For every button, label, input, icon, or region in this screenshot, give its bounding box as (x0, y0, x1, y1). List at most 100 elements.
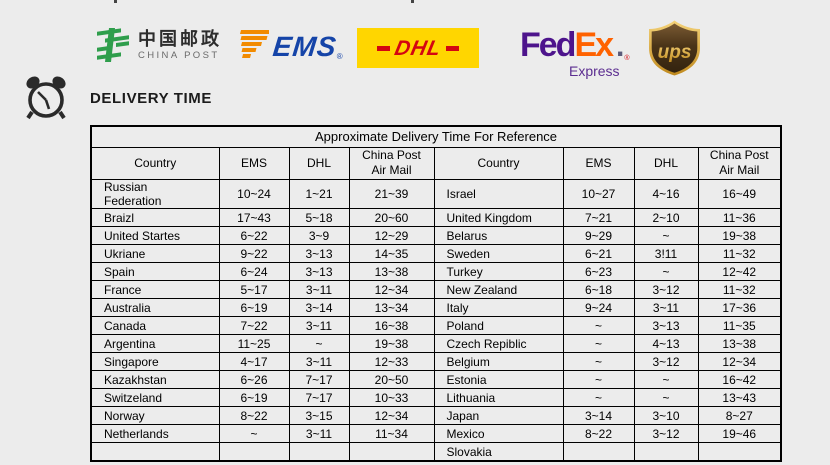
fedex-registered-mark: ® (624, 55, 630, 62)
time-cell: 9~24 (562, 298, 635, 318)
time-cell: 11~36 (697, 208, 782, 228)
china-post-logo: 中国邮政 CHINA POST (95, 26, 222, 64)
country-cell: Netherlands (90, 424, 220, 444)
country-cell: Czech Repiblic (433, 334, 564, 354)
time-cell: 3~14 (288, 298, 350, 318)
time-cell (218, 442, 290, 462)
time-cell: 4~13 (633, 334, 699, 354)
table-header-row: Country EMS DHL China Post Air Mail Country E… (90, 146, 782, 180)
time-cell: 11~34 (348, 424, 435, 444)
time-cell: 16~49 (697, 178, 782, 210)
time-cell: 6~26 (218, 370, 290, 390)
time-cell: 13~43 (697, 388, 782, 408)
fedex-dot: . (616, 30, 625, 63)
country-cell: Mexico (433, 424, 564, 444)
column-header: China Post Air Mail (348, 146, 435, 180)
time-cell: 3~15 (288, 406, 350, 426)
time-cell: 4~16 (633, 178, 699, 210)
fedex-express-label: Express (568, 63, 620, 79)
time-cell: 12~34 (697, 352, 782, 372)
column-header: DHL (288, 146, 350, 180)
country-cell: Switzeland (90, 388, 220, 408)
time-cell: 10~24 (218, 178, 290, 210)
ems-logo: EMS ® (233, 30, 343, 63)
time-cell: ~ (218, 424, 290, 444)
column-header: EMS (218, 146, 290, 180)
table-row: Slovakia (90, 442, 782, 462)
time-cell: 8~22 (218, 406, 290, 426)
time-cell: 11~25 (218, 334, 290, 354)
time-cell: 6~21 (562, 244, 635, 264)
time-cell: 3~14 (562, 406, 635, 426)
time-cell: 7~17 (288, 388, 350, 408)
time-cell: 12~33 (348, 352, 435, 372)
column-header: China Post Air Mail (697, 146, 782, 180)
time-cell: 7~17 (288, 370, 350, 390)
time-cell: 12~42 (697, 262, 782, 282)
country-cell: United Startes (90, 226, 220, 246)
time-cell: 19~38 (697, 226, 782, 246)
time-cell: 12~34 (348, 406, 435, 426)
time-cell: 6~24 (218, 262, 290, 282)
country-cell: New Zealand (433, 280, 564, 300)
table-row: Spain 6~24 3~13 13~38 Turkey 6~23 ~12~42 (90, 262, 782, 282)
time-cell: 17~36 (697, 298, 782, 318)
time-cell: 6~19 (218, 298, 290, 318)
country-cell: Australia (90, 298, 220, 318)
column-header: Country (433, 146, 564, 180)
country-cell: Belarus (433, 226, 564, 246)
time-cell: 16~38 (348, 316, 435, 336)
china-post-emblem-icon (97, 28, 129, 62)
time-cell: 2~10 (633, 208, 699, 228)
time-cell (348, 442, 435, 462)
time-cell: 21~39 (348, 178, 435, 210)
column-header: EMS (562, 146, 635, 180)
time-cell: 19~38 (348, 334, 435, 354)
time-cell: 3~11 (633, 298, 699, 318)
country-cell: Sweden (433, 244, 564, 264)
table-row: Australia 6~19 3~14 13~34 Italy 9~24 3~11 17~36 (90, 298, 782, 318)
time-cell: 3~9 (288, 226, 350, 246)
time-cell: 5~17 (218, 280, 290, 300)
country-cell: France (90, 280, 220, 300)
time-cell: 6~22 (218, 226, 290, 246)
time-cell: 12~34 (348, 280, 435, 300)
country-cell: United Kingdom (433, 208, 564, 228)
country-cell: Canada (90, 316, 220, 336)
time-cell: ~ (562, 316, 635, 336)
time-cell: 7~21 (562, 208, 635, 228)
ups-shield-icon: ups (649, 20, 700, 76)
time-cell: 10~27 (562, 178, 635, 210)
country-cell: Belgium (433, 352, 564, 372)
table-row: Norway 8~22 3~15 12~34 Japan 3~14 3~10 8~27 (90, 406, 782, 426)
country-cell: Estonia (433, 370, 564, 390)
country-cell: Poland (433, 316, 564, 336)
china-post-en-label: CHINA POST (138, 49, 220, 61)
dhl-dash-icon (446, 45, 460, 51)
ems-label: EMS (271, 30, 339, 62)
table-row: Netherlands ~3~11 11~34 Mexico 8~22 3~12 19~46 (90, 424, 782, 444)
dhl-label: DHL (392, 36, 444, 60)
time-cell: 3~12 (633, 352, 699, 372)
time-cell: 3~13 (288, 262, 350, 282)
time-cell: ~ (288, 334, 350, 354)
table-row: Canada 7~22 3~11 16~38 Poland ~3~13 11~35 (90, 316, 782, 336)
time-cell: 8~27 (697, 406, 782, 426)
time-cell: 13~38 (697, 334, 782, 354)
ups-logo: ups (648, 20, 701, 76)
time-cell: ~ (562, 388, 635, 408)
time-cell: 11~35 (697, 316, 782, 336)
table-row: Ukriane 9~22 3~13 14~35 Sweden 6~21 3!11 11~32 (90, 244, 782, 264)
time-cell: 3~13 (633, 316, 699, 336)
time-cell: 3~11 (288, 352, 350, 372)
time-cell: 13~38 (348, 262, 435, 282)
time-cell: 3~11 (288, 424, 350, 444)
time-cell: 3~13 (288, 244, 350, 264)
time-cell: 3~10 (633, 406, 699, 426)
delivery-time-table: Approximate Delivery Time For Reference … (90, 125, 783, 462)
time-cell: 12~29 (348, 226, 435, 246)
time-cell: ~ (633, 370, 699, 390)
svg-text:ups: ups (658, 42, 692, 63)
table-title: Approximate Delivery Time For Reference (90, 125, 782, 148)
time-cell: 9~29 (562, 226, 635, 246)
